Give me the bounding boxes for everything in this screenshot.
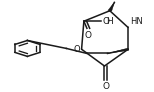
Text: H: H xyxy=(106,17,112,26)
Polygon shape xyxy=(107,48,129,53)
Text: O: O xyxy=(73,45,80,54)
Polygon shape xyxy=(108,2,114,11)
Text: O: O xyxy=(102,17,109,26)
Text: HN: HN xyxy=(130,17,143,26)
Text: O: O xyxy=(102,82,109,91)
Text: O: O xyxy=(85,31,92,40)
